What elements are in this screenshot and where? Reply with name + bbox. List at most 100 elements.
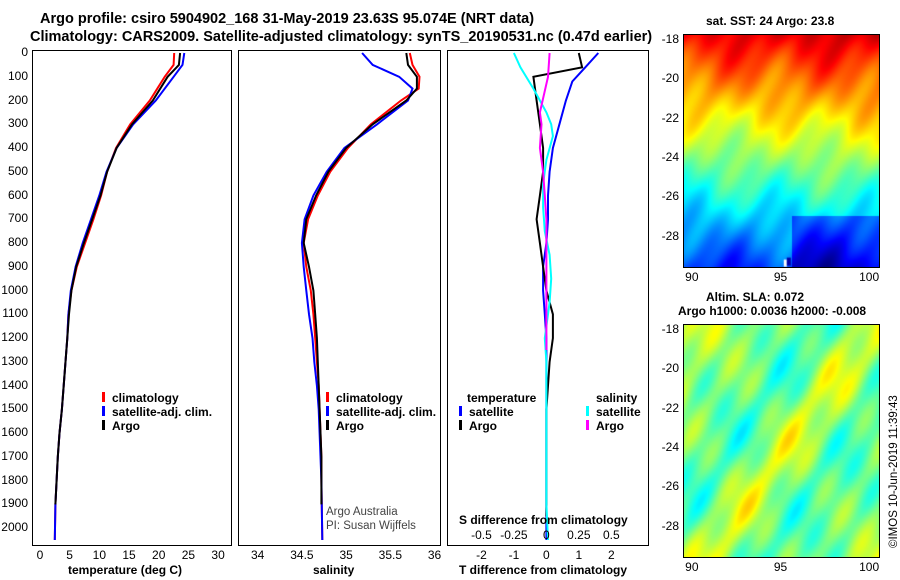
x-tick-label: 34 <box>251 548 265 562</box>
temperature-plot <box>53 52 186 541</box>
legend-swatch-red <box>326 392 329 402</box>
y-tick-label: 1900 <box>1 496 28 511</box>
map-y-tick-label: -24 <box>661 439 679 454</box>
credit-line-1: Argo Australia <box>326 506 398 518</box>
diff-legend-t-satellite: satellite <box>459 405 514 419</box>
map-y-tick-label: -26 <box>661 189 679 204</box>
diff-legend-t-argo: Argo <box>459 419 497 433</box>
map-y-tick-label: -26 <box>661 479 679 494</box>
x-tick-label: 2 <box>607 548 615 562</box>
sst-map-title: sat. SST: 24 Argo: 23.8 <box>706 14 835 28</box>
sal-legend-argo: Argo <box>326 419 364 433</box>
temperature-xlabel: temperature (deg C) <box>68 563 183 577</box>
y-tick-label: 600 <box>7 187 28 202</box>
x-tick-label: 0 <box>543 528 550 542</box>
map-y-tick-label: -18 <box>661 31 679 46</box>
x-tick-label: 30 <box>211 548 225 562</box>
y-tick-label: 1400 <box>1 377 28 392</box>
map-y-tick-label: -18 <box>661 321 679 336</box>
map-x-tick-label: 95 <box>773 270 788 284</box>
sst-map <box>683 34 880 268</box>
salinity-panel <box>238 50 441 546</box>
x-tick-label: 1 <box>575 548 583 562</box>
y-tick-label: 1100 <box>2 306 28 321</box>
difference-series-s-argo <box>538 52 551 350</box>
y-tick-label: 2000 <box>1 520 28 535</box>
difference-series-s-satellite <box>512 52 554 541</box>
x-tick-label: 5 <box>66 548 73 562</box>
y-tick-label: 1300 <box>1 353 28 368</box>
temperature-panel <box>32 50 232 546</box>
map-x-tick-label: 90 <box>685 560 699 574</box>
x-tick-label: 0.5 <box>602 528 620 542</box>
x-tick-label: 35 <box>339 548 353 562</box>
temperature-series-satellite-adj-clim- <box>53 52 186 541</box>
diff-legend-s-satellite: satellite <box>586 405 641 419</box>
title-line-1: Argo profile: csiro 5904902_168 31-May-2… <box>40 11 535 27</box>
difference-plot <box>512 52 600 541</box>
y-tick-label: 1500 <box>1 401 28 416</box>
map-y-tick-label: -24 <box>661 149 679 164</box>
y-tick-label: 1600 <box>1 425 28 440</box>
x-tick-label: 36 <box>427 548 442 562</box>
x-tick-label: 34.5 <box>290 548 314 562</box>
temp-legend-satellite: satellite-adj. clim. <box>102 405 212 419</box>
x-tick-label: 15 <box>122 548 136 562</box>
y-tick-label: 1700 <box>1 448 28 463</box>
map-x-tick-label: 95 <box>773 560 788 574</box>
x-tick-label: 25 <box>181 548 196 562</box>
y-tick-label: 900 <box>7 258 28 273</box>
credit-line-2: PI: Susan Wijffels <box>326 520 416 532</box>
title-line-2: Climatology: CARS2009. Satellite-adjuste… <box>30 29 653 45</box>
x-tick-label: -0.25 <box>500 528 528 542</box>
y-tick-label: 1800 <box>1 472 28 487</box>
temp-legend-argo: Argo <box>102 419 140 433</box>
diff-legend-temperature-title: temperature <box>467 391 537 405</box>
salinity-series-satellite-adj-clim- <box>300 52 414 541</box>
x-tick-label: 20 <box>152 548 166 562</box>
y-tick-label: 300 <box>7 116 28 131</box>
difference-xlabel-top: S difference from climatology <box>459 513 628 527</box>
map-y-tick-label: -28 <box>661 518 679 533</box>
legend-swatch-cyan <box>586 406 589 416</box>
sal-legend-climatology: climatology <box>326 391 403 405</box>
legend-swatch-black <box>459 420 462 430</box>
y-tick-label: 200 <box>7 92 28 107</box>
map-x-tick-label: 90 <box>685 270 699 284</box>
legend-swatch-magenta <box>586 420 589 430</box>
map-y-tick-label: -28 <box>661 228 679 243</box>
map-y-tick-label: -20 <box>661 361 679 376</box>
sla-map-title-1: Altim. SLA: 0.072 <box>706 290 805 304</box>
difference-xlabel: T difference from climatology <box>459 563 628 577</box>
x-tick-label: 35.5 <box>378 548 403 562</box>
x-tick-label: -1 <box>508 548 520 562</box>
y-tick-label: 400 <box>7 140 28 155</box>
legend-swatch-red <box>102 392 105 402</box>
salinity-plot <box>300 52 421 541</box>
map-x-tick-label: 100 <box>859 560 880 574</box>
legend-swatch-blue <box>102 406 105 416</box>
difference-series-t-argo <box>532 52 584 517</box>
x-tick-label: -2 <box>476 548 487 562</box>
map-y-tick-label: -20 <box>661 71 679 86</box>
map-y-tick-label: -22 <box>661 400 679 415</box>
y-tick-label: 100 <box>7 68 28 83</box>
legend-swatch-blue <box>326 406 329 416</box>
sal-legend-satellite: satellite-adj. clim. <box>326 405 436 419</box>
diff-legend-s-argo: Argo <box>586 419 624 433</box>
y-tick-label: 1200 <box>1 330 28 345</box>
y-tick-label: 800 <box>7 235 28 250</box>
y-tick-label: 1000 <box>1 282 28 297</box>
legend-swatch-blue <box>459 406 462 416</box>
y-tick-label: 500 <box>7 163 28 178</box>
salinity-xlabel: salinity <box>313 563 355 577</box>
x-tick-label: 0 <box>36 548 44 562</box>
temperature-series-climatology <box>53 52 176 541</box>
temperature-series-argo <box>54 52 182 505</box>
temp-legend-climatology: climatology <box>102 391 179 405</box>
diff-legend-salinity-title: salinity <box>596 391 638 405</box>
x-tick-label: -0.5 <box>471 528 492 542</box>
legend-swatch-black <box>326 420 329 430</box>
y-tick-label: 700 <box>7 211 28 226</box>
